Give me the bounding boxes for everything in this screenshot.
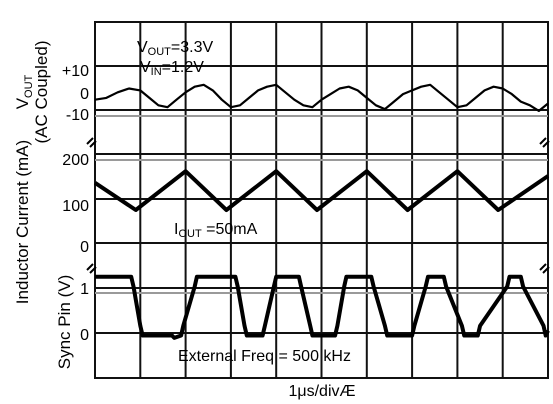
y-tick-label: 0 xyxy=(80,239,89,256)
iout-annotation: IOUT =50mA xyxy=(174,221,258,240)
y-tick-label: 200 xyxy=(62,152,89,169)
external-freq-annotation: External Freq = 500 kHz xyxy=(178,348,351,365)
axis-break-mark xyxy=(86,137,97,148)
vout-annotation: VOUT=3.3V xyxy=(137,39,213,58)
vout-axis-label: VOUT xyxy=(13,74,35,109)
vout-trace xyxy=(94,83,549,112)
x-axis-label: 1μs/divÆ xyxy=(288,383,355,400)
y-tick-label: 100 xyxy=(62,198,89,215)
axis-break-mark xyxy=(539,263,550,274)
y-tick-label: -10 xyxy=(66,107,89,124)
y-tick-label: 0 xyxy=(80,327,89,344)
scope-grid xyxy=(94,21,549,379)
axis-break-marks xyxy=(86,137,550,274)
sync-trace xyxy=(95,274,550,340)
vout-axis-label-line2: (AC Coupled) xyxy=(32,41,51,144)
y-tick-labels: +10 0 -10 200 100 0 1 0 xyxy=(62,63,89,344)
y-tick-label: 0 xyxy=(80,86,89,103)
inductor-trace xyxy=(93,169,550,212)
y-tick-label: 1 xyxy=(80,281,89,298)
axis-break-mark xyxy=(86,263,97,274)
axis-break-mark xyxy=(539,137,550,148)
vin-annotation: VIN=1.2V xyxy=(140,59,204,78)
waveform-traces xyxy=(93,83,550,340)
y-tick-label: +10 xyxy=(62,63,89,80)
inductor-current-axis-label: Inductor Current (mA) xyxy=(13,140,32,304)
sync-pin-axis-label: Sync Pin (V) xyxy=(55,275,74,369)
